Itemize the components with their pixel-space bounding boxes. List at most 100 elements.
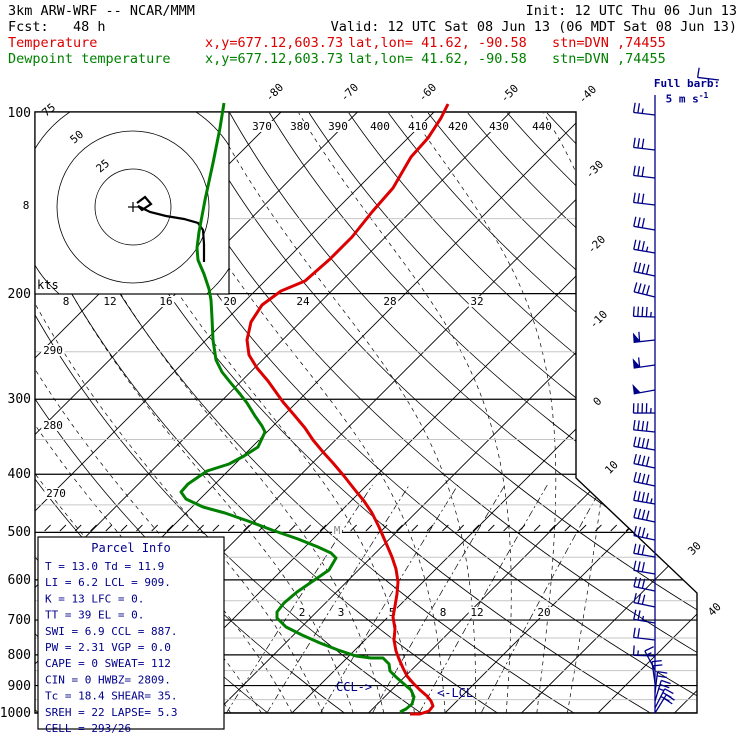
wind-barb-shaft <box>633 248 656 254</box>
wind-barb-full-tick <box>633 609 637 620</box>
pressure-axis-label: 100 <box>8 106 31 121</box>
wind-barb-half-tick <box>637 650 639 656</box>
wind-barb-full-tick <box>633 576 637 587</box>
wind-barb-full-tick <box>641 562 645 572</box>
wind-barb-shaft <box>654 688 666 709</box>
dewpoint-legend-label: Dewpoint temperature <box>8 51 171 67</box>
wind-barb <box>633 436 656 451</box>
wind-barb-full-tick <box>696 67 700 78</box>
wind-barb-full-tick <box>632 645 635 656</box>
wind-barb-full-tick <box>637 593 642 604</box>
tick-2c <box>564 524 572 532</box>
dry-adiabat-line <box>189 112 697 713</box>
wind-barb-full-tick <box>632 165 636 176</box>
hodograph-frame <box>34 111 230 295</box>
wind-barb <box>632 627 656 641</box>
pressure-axis-label: 800 <box>8 648 31 663</box>
wind-barb-full-tick <box>633 490 637 501</box>
mixing-ratio-line <box>418 484 548 713</box>
wind-barb-full-tick <box>637 610 641 621</box>
wind-barb <box>632 419 656 433</box>
wind-barb-full-tick <box>641 509 646 520</box>
wind-barb <box>632 403 656 414</box>
wind-barb-full-tick <box>641 403 644 414</box>
dry-adiabat-line <box>427 112 697 713</box>
tick-2c <box>120 524 128 532</box>
hodograph-units-label: kts <box>37 278 59 292</box>
isotherm-line <box>215 112 697 713</box>
wind-barb-full-tick <box>641 527 646 538</box>
tick-2c <box>289 524 296 532</box>
wind-barb-full-tick <box>637 217 641 228</box>
wind-barb-shaft <box>633 480 656 487</box>
wind-barb-shaft <box>633 654 656 657</box>
theta-label: 290 <box>43 344 63 357</box>
forecast-hour: Fcst: 48 h <box>8 19 106 35</box>
hodograph-ring <box>94 168 172 246</box>
parcel-info-line: PW = 2.31 VGP = 0.0 <box>45 641 171 654</box>
wind-barb-pennant <box>632 384 641 394</box>
wind-barb-full-tick <box>659 683 670 689</box>
ccl-label: CCL-> <box>336 680 372 694</box>
wind-barb-full-tick <box>641 594 646 605</box>
wind-barb-full-tick <box>645 421 649 432</box>
wind-barb-full-tick <box>645 306 648 317</box>
wind-barb-shaft <box>633 146 656 151</box>
wind-barb <box>632 357 656 369</box>
wind-barb-full-tick <box>645 492 650 503</box>
theta-label: 380 <box>290 120 310 133</box>
parcel-info-title: Parcel Info <box>91 541 170 555</box>
tick-2c <box>227 524 235 532</box>
wind-barb-full-tick <box>637 577 642 588</box>
temperature-latlon: lat,lon= 41.62, -90.58 <box>348 35 527 51</box>
wind-barb <box>632 331 656 343</box>
mixing-ratio-line <box>372 484 506 713</box>
tick-2c <box>396 524 403 532</box>
valid-time: Valid: 12 UTC Sat 08 Jun 13 (06 MDT Sat … <box>330 19 737 35</box>
parcel-info-line: TT = 39 EL = 0. <box>45 609 144 622</box>
wind-barb-shaft <box>633 499 656 505</box>
wind-barb-pennant <box>632 358 641 369</box>
theta-label: 280 <box>43 419 63 432</box>
dry-adiabat-line <box>467 112 697 713</box>
mixing-ratio-label: 12 <box>470 606 483 619</box>
moist-adiabat-label: 24 <box>296 295 310 308</box>
wind-barb-shaft <box>697 76 720 81</box>
tick-2c <box>487 524 495 532</box>
theta-label: 270 <box>46 487 66 500</box>
wind-barb-full-tick <box>633 261 637 272</box>
wind-barb <box>696 67 720 81</box>
wind-barb-shaft <box>633 201 656 206</box>
wind-barb-full-tick <box>641 166 645 177</box>
wind-barb-full-tick <box>633 525 637 536</box>
wind-barb-full-tick <box>661 679 671 685</box>
wind-barb <box>633 543 656 558</box>
wind-barb-half-tick <box>641 615 645 621</box>
model-title: 3km ARW-WRF -- NCAR/MMM <box>8 3 195 19</box>
wind-barb-full-tick <box>637 544 641 555</box>
wind-barb-full-tick <box>641 420 645 431</box>
tick-2c <box>59 524 67 532</box>
wind-barb-full-tick <box>641 438 645 448</box>
wind-barb-full-tick <box>641 218 645 228</box>
parcel-info-line: K = 13 LFC = 0. <box>45 592 144 605</box>
wind-barb <box>633 507 656 523</box>
moist-adiabat-label: 28 <box>383 295 396 308</box>
wind-barb-full-tick <box>637 403 639 414</box>
isotherm-label: 40 <box>705 600 724 619</box>
dewpoint-xy: x,y=677.12,603.73 <box>205 51 344 67</box>
tick-2c <box>472 524 480 532</box>
wind-barb-shaft <box>633 569 656 575</box>
wind-barb-full-tick <box>664 688 674 695</box>
theta-label: 410 <box>408 120 428 133</box>
mixing-ratio-label: 2 <box>299 606 306 619</box>
wind-barb-full-tick <box>641 263 646 274</box>
wind-barb-shaft <box>633 445 656 451</box>
wind-barb-shaft <box>633 270 656 277</box>
wind-barb-half-tick <box>645 246 649 252</box>
theta-label: 430 <box>489 120 509 133</box>
theta-label-bg <box>326 121 350 132</box>
wind-barb-full-tick <box>645 474 650 485</box>
wind-barb-full-tick <box>633 543 637 554</box>
wind-barb-full-tick <box>652 664 663 667</box>
